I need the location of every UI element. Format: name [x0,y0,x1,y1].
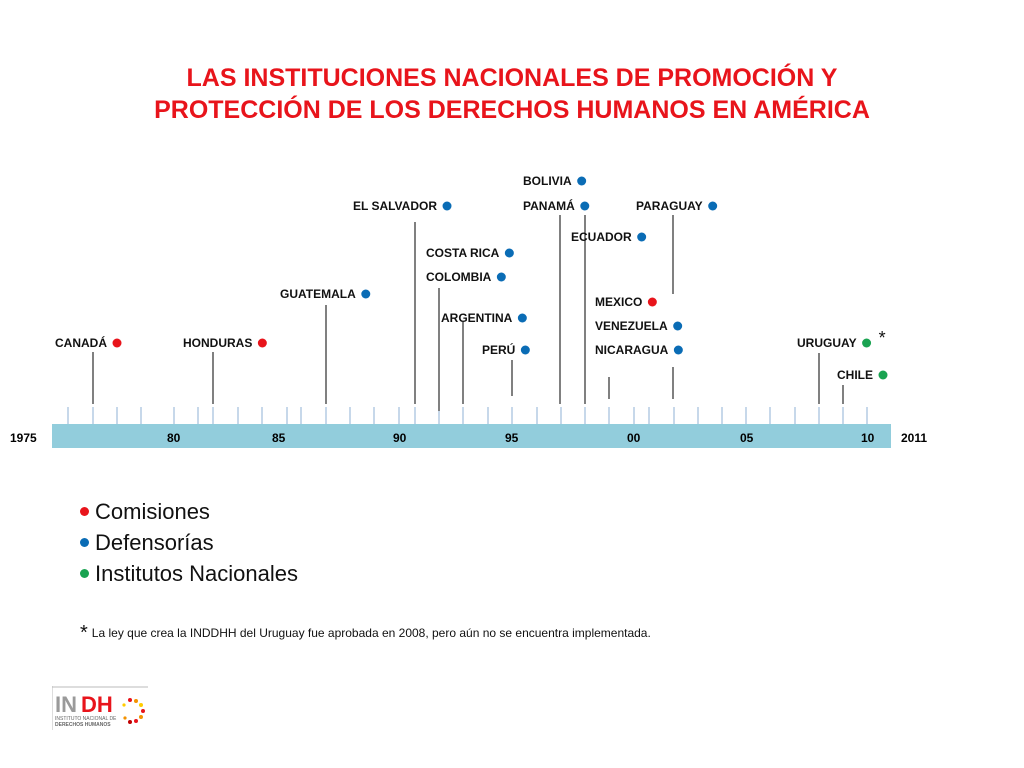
footnote-marker: * [80,622,88,644]
event-dot-argentina [517,313,527,323]
event-label-honduras: HONDURAS [183,336,252,350]
event-label-uruguay: URUGUAY [797,336,857,350]
event-label-venezuela: VENEZUELA [595,319,668,333]
legend-label: Institutos Nacionales [95,561,298,586]
legend-dot [80,568,89,578]
axis-label-85: 85 [272,431,286,445]
axis-label-end: 2011 [901,431,927,445]
event-label-bolivia: BOLIVIA [523,174,572,188]
legend-item-comisiones: Comisiones [80,496,298,527]
event-dot-honduras [257,338,267,348]
event-label-peru: PERÚ [482,342,515,357]
legend-item-defensorias: Defensorías [80,527,298,558]
event-label-guatemala: GUATEMALA [280,287,356,301]
event-label-argentina: ARGENTINA [441,311,513,325]
event-dot-chile [878,370,888,380]
timeline-bar [52,424,891,448]
timeline-diagram: 1975 2011 80 85 90 95 00 05 10 CANADÁ HONDURAS GUAT… [10,174,927,448]
axis-label-90: 90 [393,431,407,445]
axis-label-00: 00 [627,431,641,445]
event-dot-el-salvador [442,201,452,211]
event-dot-costa-rica [504,248,514,258]
event-dot-bolivia [577,176,587,186]
title-line-2: PROTECCIÓN DE LOS DERECHOS HUMANOS EN AM… [154,96,870,124]
axis-label-start: 1975 [10,431,37,445]
event-label-mexico: MEXICO [595,295,642,309]
legend-label: Comisiones [95,499,210,524]
event-label-canada: CANADÁ [55,335,107,350]
event-dot-uruguay [862,338,872,348]
svg-text:DERECHOS HUMANOS: DERECHOS HUMANOS [55,722,111,728]
event-note-marker: * [879,328,886,348]
svg-text:INSTITUTO NACIONAL DE: INSTITUTO NACIONAL DE [55,716,117,722]
page-title: LAS INSTITUCIONES NACIONALES DE PROMOCIÓ… [60,62,964,126]
legend: Comisiones Defensorías Institutos Nacional… [80,496,298,589]
footnote: * La ley que crea la INDDHH del Uruguay f… [80,620,651,644]
event-dot-panama [580,201,590,211]
axis-label-80: 80 [167,431,181,445]
legend-item-institutos-nacionales: Institutos Nacionales [80,558,298,589]
axis-label-05: 05 [740,431,754,445]
legend-dot [80,506,89,516]
event-dot-paraguay [708,201,718,211]
event-label-paraguay: PARAGUAY [636,199,703,213]
event-label-colombia: COLOMBIA [426,270,492,284]
event-dot-mexico [647,297,657,307]
event-dot-ecuador [637,232,647,242]
event-dot-canada [112,338,122,348]
axis-label-10: 10 [861,431,875,445]
svg-text:IN: IN [55,692,77,717]
legend-label: Defensorías [95,530,214,555]
footnote-text: La ley que crea la INDDHH del Uruguay fu… [91,626,651,640]
event-dot-guatemala [361,289,371,299]
event-label-el-salvador: EL SALVADOR [353,199,437,213]
event-label-chile: CHILE [837,368,873,382]
legend-dot [80,537,89,547]
event-label-panama: PANAMÁ [523,198,575,213]
indh-logo: IN DH INSTITUTO NACIONAL DE DERECHOS HUM… [52,686,148,730]
event-dot-venezuela [673,321,683,331]
event-label-ecuador: ECUADOR [571,230,632,244]
event-dot-nicaragua [673,345,683,355]
axis-label-95: 95 [505,431,519,445]
event-dot-colombia [496,272,506,282]
title-line-1: LAS INSTITUCIONES NACIONALES DE PROMOCIÓ… [186,64,838,92]
event-label-costa-rica: COSTA RICA [426,246,500,260]
event-dot-peru [520,345,530,355]
svg-text:DH: DH [81,692,113,717]
event-label-nicaragua: NICARAGUA [595,343,669,357]
